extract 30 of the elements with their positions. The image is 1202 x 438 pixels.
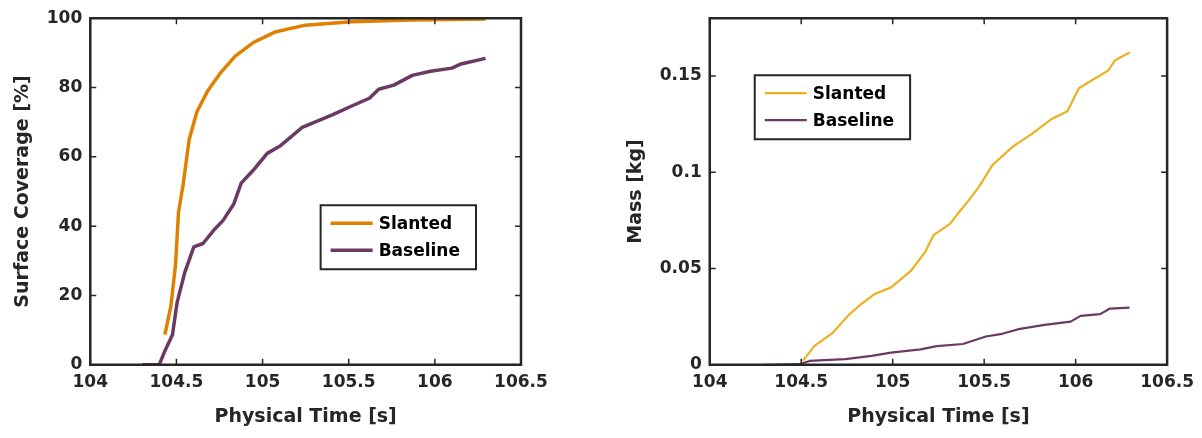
- y-tick-label: 0: [689, 353, 702, 374]
- legend-label: Slanted: [378, 212, 453, 233]
- x-tick-label: 104: [72, 371, 109, 392]
- y-tick-label: 0: [70, 353, 83, 374]
- y-tick-label: 20: [58, 283, 83, 304]
- x-tick-label: 106: [417, 371, 453, 392]
- x-tick-label: 105.5: [957, 371, 1012, 392]
- legend-label: Baseline: [378, 239, 461, 260]
- x-tick-label: 106.5: [1140, 371, 1194, 392]
- x-tick-label: 104: [691, 371, 728, 392]
- y-tick-label: 0.1: [671, 160, 702, 181]
- y-tick-label: 100: [46, 6, 83, 27]
- y-tick-label: 80: [58, 75, 83, 96]
- x-tick-label: 106: [1057, 371, 1094, 392]
- y-axis-title: Mass [kg]: [623, 139, 646, 244]
- x-tick-label: 106.5: [494, 371, 548, 392]
- x-tick-label: 104.5: [149, 371, 204, 392]
- y-tick-label: 40: [58, 214, 83, 235]
- x-axis-title: Physical Time [s]: [214, 403, 397, 426]
- y-tick-label: 0.05: [659, 256, 702, 277]
- x-tick-label: 105.5: [321, 371, 376, 392]
- x-tick-label: 104.5: [774, 371, 829, 392]
- x-axis-title: Physical Time [s]: [847, 403, 1030, 426]
- x-tick-label: 105: [244, 371, 281, 392]
- x-tick-label: 105: [874, 371, 911, 392]
- legend-label: Slanted: [812, 82, 887, 103]
- y-tick-label: 0.15: [659, 64, 702, 85]
- y-axis-title: Surface Coverage [%]: [10, 75, 33, 308]
- y-tick-label: 60: [58, 145, 83, 166]
- legend-label: Baseline: [812, 109, 895, 130]
